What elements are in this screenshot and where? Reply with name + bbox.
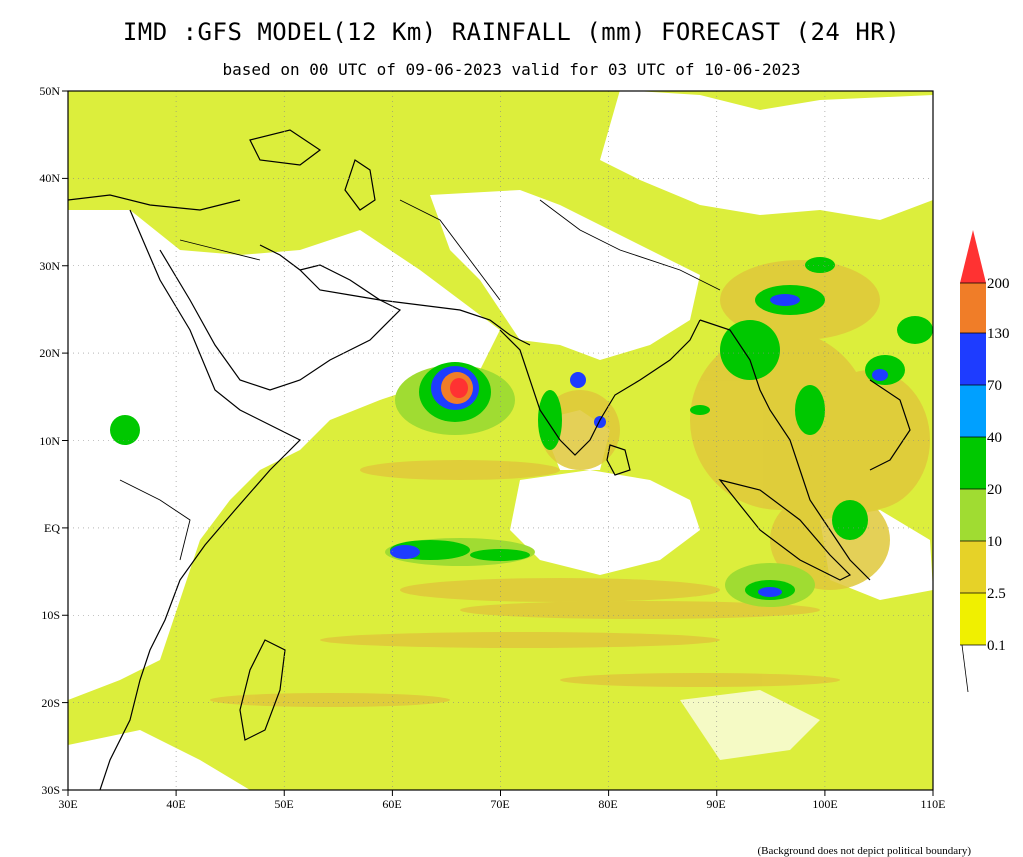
longitude-labels: 30E 40E 50E 60E 70E 80E 90E 100E 110E bbox=[58, 797, 945, 811]
legend-swatch bbox=[960, 541, 986, 593]
legend-swatch bbox=[960, 437, 986, 489]
lat-label: 20N bbox=[39, 346, 60, 360]
legend-swatch bbox=[960, 593, 986, 645]
legend-label: 10 bbox=[987, 534, 1002, 550]
legend-label: 2.5 bbox=[987, 586, 1006, 602]
heavy-rain-areas bbox=[110, 257, 933, 607]
legend-labels: 0.1 2.5 10 20 40 70 130 200 bbox=[987, 276, 1010, 654]
lat-label: 30S bbox=[41, 783, 60, 797]
legend-label: 70 bbox=[987, 378, 1002, 394]
graticule bbox=[68, 91, 933, 790]
lon-label: 100E bbox=[812, 797, 837, 811]
legend-label: 0.1 bbox=[987, 638, 1006, 654]
legend-swatch bbox=[960, 283, 986, 333]
map-title: IMD :GFS MODEL(12 Km) RAINFALL (mm) FORE… bbox=[122, 18, 901, 46]
footnote: (Background does not depict political bo… bbox=[757, 845, 971, 857]
dry-areas bbox=[68, 91, 933, 790]
lon-label: 60E bbox=[382, 797, 401, 811]
legend-label: 20 bbox=[987, 482, 1002, 498]
lon-label: 30E bbox=[58, 797, 77, 811]
lon-label: 40E bbox=[166, 797, 185, 811]
legend-swatch-top bbox=[960, 230, 986, 283]
lat-label: 10N bbox=[39, 434, 60, 448]
latitude-labels: 50N 40N 30N 20N 10N EQ 10S 20S 30S bbox=[39, 84, 60, 797]
lon-label: 90E bbox=[706, 797, 725, 811]
lon-label: 70E bbox=[490, 797, 509, 811]
moderate-rain-areas bbox=[210, 260, 930, 707]
legend-swatch bbox=[960, 489, 986, 541]
legend-label: 40 bbox=[987, 430, 1002, 446]
lat-label: 20S bbox=[41, 696, 60, 710]
cyclone-core bbox=[395, 362, 515, 435]
lat-label: 10S bbox=[41, 608, 60, 622]
lon-label: 110E bbox=[921, 797, 946, 811]
coastlines bbox=[68, 129, 911, 790]
lat-label: EQ bbox=[44, 521, 60, 535]
legend-tail bbox=[961, 644, 969, 693]
legend-colorbar bbox=[960, 230, 986, 693]
lat-label: 40N bbox=[39, 171, 60, 185]
legend-swatch bbox=[960, 385, 986, 437]
legend-swatch bbox=[960, 333, 986, 385]
lat-label: 30N bbox=[39, 259, 60, 273]
tick-marks bbox=[62, 90, 934, 796]
map-subtitle: based on 00 UTC of 09-06-2023 valid for … bbox=[222, 60, 801, 79]
legend-label: 130 bbox=[987, 326, 1010, 342]
legend-label: 200 bbox=[987, 276, 1010, 292]
rain-field bbox=[68, 91, 933, 790]
lon-label: 80E bbox=[598, 797, 617, 811]
lon-label: 50E bbox=[274, 797, 293, 811]
lat-label: 50N bbox=[39, 84, 60, 98]
